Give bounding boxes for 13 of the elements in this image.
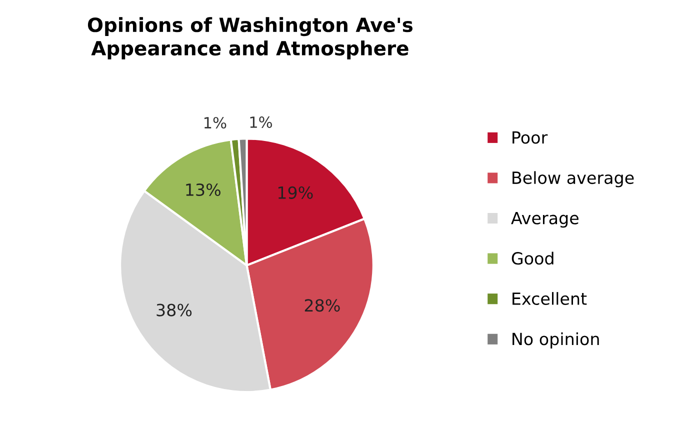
data-label: 19% [278, 186, 313, 199]
legend-label: Poor [512, 131, 548, 144]
chart-title: Opinions of Washington Ave's Appearance and Atmosphere [88, 17, 413, 60]
data-label: 38% [156, 304, 192, 316]
legend-label: Good [512, 252, 554, 265]
data-label: 1% [250, 116, 272, 128]
data-label: 13% [186, 183, 220, 196]
legend-label: Below average [512, 171, 634, 188]
data-label: 28% [304, 299, 340, 312]
legend-label: Excellent [512, 292, 587, 305]
data-label: 1% [204, 116, 226, 129]
legend-label: Average [511, 212, 578, 228]
legend-label: No opinion [512, 332, 599, 348]
